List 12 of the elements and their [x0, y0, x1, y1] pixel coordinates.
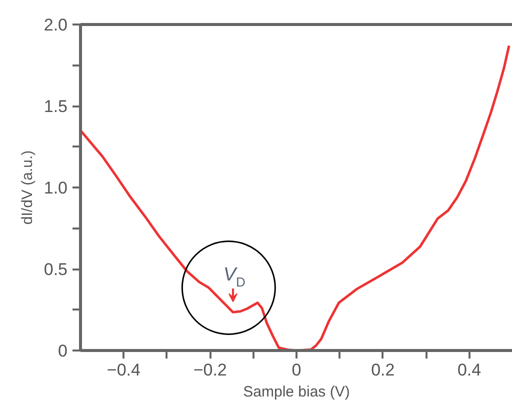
y-tick-label: 2.0	[44, 16, 68, 34]
x-tick-label: 0.2	[371, 360, 395, 380]
x-tick-label: −0.4	[106, 360, 140, 380]
y-tick-label: 0	[58, 342, 68, 360]
x-axis-title: Sample bias (V)	[243, 384, 350, 400]
y-tick-label: 1.5	[44, 97, 68, 116]
x-tick-label: 0.4	[457, 360, 482, 380]
x-tick-label: −0.2	[193, 360, 227, 380]
y-axis-title: dI/dV (a.u.)	[18, 150, 36, 225]
y-tick-label: 1.0	[44, 178, 68, 198]
x-tick-label: 0	[292, 360, 302, 380]
y-tick-label: 0.5	[44, 260, 68, 279]
